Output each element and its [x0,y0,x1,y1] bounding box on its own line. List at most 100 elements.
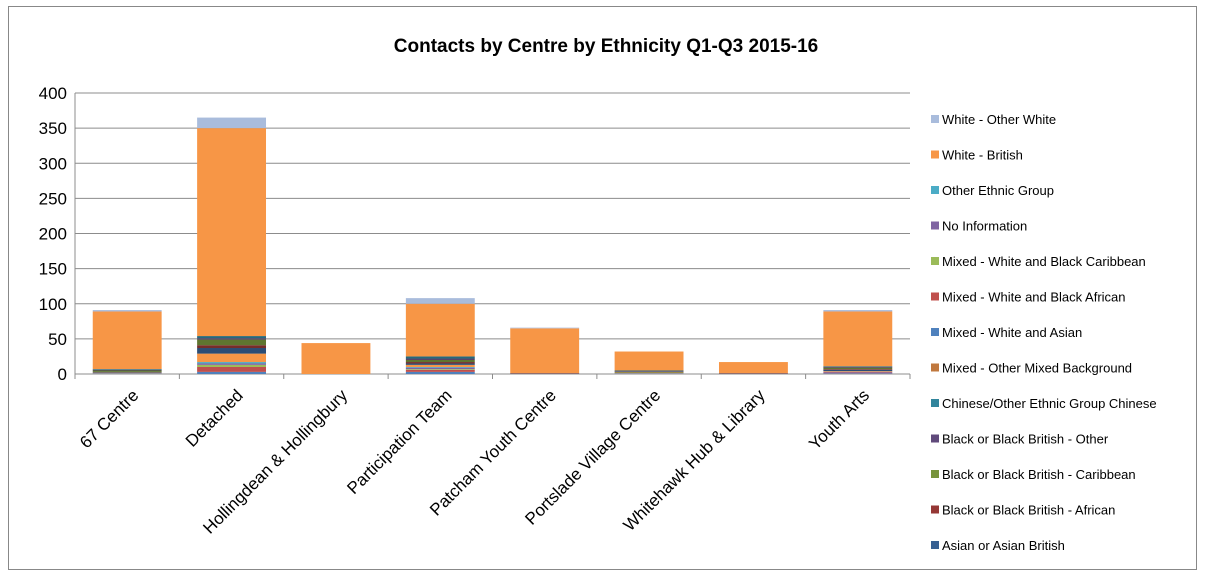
legend-swatch [931,470,939,478]
legend-label: Mixed - Other Mixed Background [942,361,1132,376]
bar-segment [405,364,475,367]
x-tick-label: Youth Arts [805,386,873,454]
bar-segment [614,372,684,374]
bar-segment [405,366,475,368]
chart-frame: Contacts by Centre by Ethnicity Q1-Q3 20… [8,6,1197,570]
legend-label: Mixed - White and Asian [942,325,1082,340]
bar-segment [823,371,893,372]
y-tick-label: 250 [39,189,67,208]
legend-swatch [931,541,939,549]
bar-segment [405,369,475,372]
bar-segment [92,310,162,312]
x-tick-label: Detached [182,386,247,451]
legend-label: Asian or Asian British [942,538,1065,553]
legend-label: White - British [942,148,1023,163]
legend-label: Mixed - White and Black Caribbean [942,254,1146,269]
legend-swatch [931,363,939,372]
bar-segment [92,372,162,374]
legend-label: Black or Black British - Caribbean [942,467,1136,482]
bar-segment [614,351,684,371]
bar-segment [823,369,893,372]
bar-segment [405,363,475,365]
legend-label: No Information [942,219,1027,234]
bar-segment [405,362,475,364]
legend: White - Other White White - British Other … [931,112,1157,553]
bar-segment [510,327,580,329]
bar-segment [92,369,162,371]
bar-segment [197,336,267,339]
bar-segment [718,373,788,374]
bar-segment [614,370,684,372]
bar-segment [92,371,162,373]
y-tick-label: 350 [39,119,67,138]
bar-segment [510,328,580,374]
legend-swatch [931,150,939,159]
bar-segment [823,366,893,368]
bar-segment [301,343,371,374]
bar-segment [823,372,893,374]
bar-segment [823,371,893,373]
bar-segment [197,128,267,337]
bar-segment [405,356,475,359]
y-tick-label: 50 [48,330,67,349]
bar-segment [823,373,893,374]
legend-swatch [931,257,939,265]
y-tick-label: 400 [39,84,67,103]
bar-segment [614,373,684,374]
y-tick-label: 150 [39,260,67,279]
bar-segment [405,298,475,304]
legend-swatch [931,399,939,407]
bar-segment [510,373,580,374]
legend-label: Other Ethnic Group [942,183,1054,198]
bar-segment [197,339,267,346]
stacked-bar-chart: Contacts by Centre by Ethnicity Q1-Q3 20… [39,36,1157,553]
x-tick-label: Participation Team [343,386,455,498]
legend-label: Mixed - White and Black African [942,290,1126,305]
bar-segment [614,371,684,372]
legend-label: Black or Black British - Other [942,432,1109,447]
bar-segment [197,362,267,364]
bar-segment [405,371,475,374]
y-axis-ticks: 0 50 100 150 200 250 300 350 400 [39,84,67,384]
bar-segment [823,310,893,312]
legend-swatch [931,221,939,230]
y-tick-label: 0 [58,365,67,384]
bar-segment [718,362,788,374]
bar-segment [92,311,162,370]
legend-swatch [931,328,939,336]
bar-segment [823,367,893,370]
bars [92,117,893,374]
bar-segment [92,370,162,372]
legend-swatch [931,434,939,443]
bar-segment [197,338,267,340]
bar-segment [197,353,267,363]
bar-segment [197,364,267,367]
legend-swatch [931,292,939,301]
legend-swatch [931,186,939,194]
chart-title: Contacts by Centre by Ethnicity Q1-Q3 20… [394,36,818,57]
bar-segment [405,359,475,363]
legend-label: Chinese/Other Ethnic Group Chinese [942,396,1157,411]
y-tick-label: 300 [39,154,67,173]
bar-segment [197,117,267,129]
bar-segment [614,371,684,373]
bar-segment [197,366,267,372]
bar-segment [823,366,893,367]
bar-segment [405,303,475,357]
legend-swatch [931,505,939,514]
bar-segment [405,369,475,370]
bar-segment [197,363,267,365]
bar-segment [197,371,267,374]
bar-segment [92,369,162,370]
y-tick-label: 100 [39,295,67,314]
x-tick-label: 67 Centre [76,386,142,452]
bar-segment [197,348,267,354]
y-tick-label: 200 [39,225,67,244]
bar-segment [92,373,162,374]
legend-label: Black or Black British - African [942,503,1115,518]
bar-segment [197,345,267,349]
bar-segment [405,367,475,370]
bar-segment [405,358,475,360]
legend-swatch [931,115,939,123]
